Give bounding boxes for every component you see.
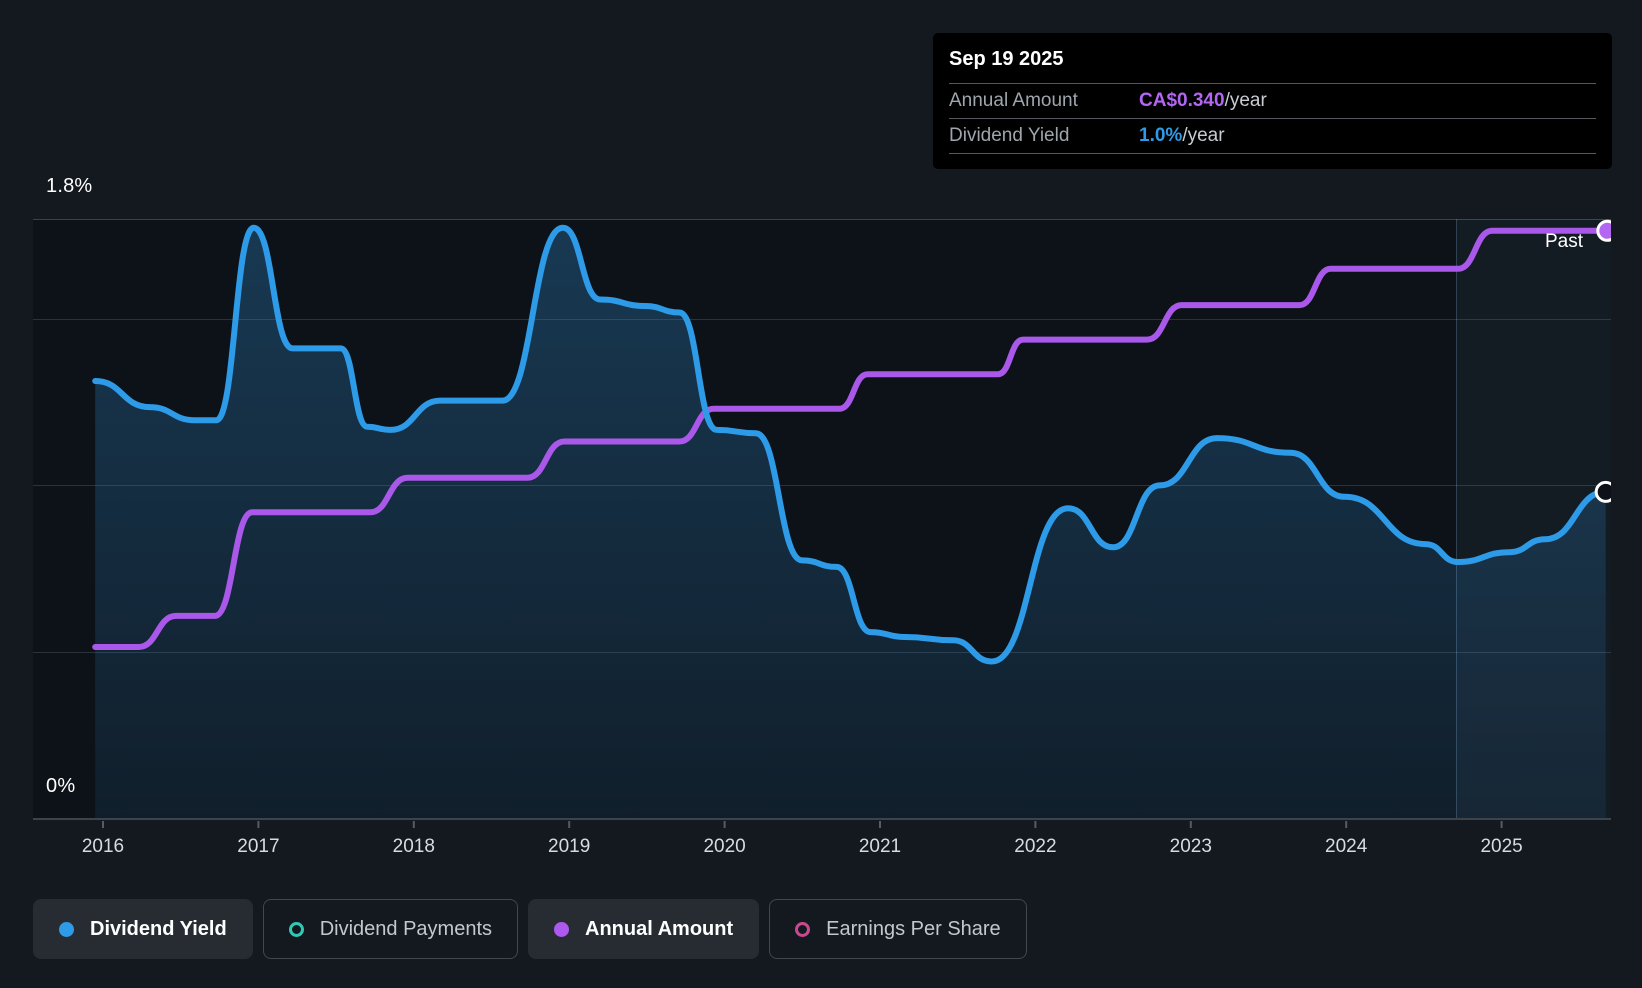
legend-label: Earnings Per Share xyxy=(826,917,1001,940)
x-axis-tick xyxy=(1189,821,1192,828)
legend-button-earnings-per-share[interactable]: Earnings Per Share xyxy=(769,899,1027,959)
legend-marker-ring xyxy=(288,921,304,937)
x-axis-tick xyxy=(412,821,415,828)
legend-label: Dividend Yield xyxy=(90,917,227,940)
tooltip-row-value: 1.0% xyxy=(1139,125,1183,146)
y-axis-min-label: 0% xyxy=(46,775,76,797)
annual-amount-endpoint-dot xyxy=(1596,219,1611,242)
x-axis-tick xyxy=(257,821,260,828)
x-tick-label-2018: 2018 xyxy=(392,836,435,857)
legend-label: Annual Amount xyxy=(585,917,734,940)
tooltip-divider xyxy=(949,153,1596,154)
tooltip-date: Sep 19 2025 xyxy=(949,48,1064,70)
dividend-yield-endpoint-dot xyxy=(1594,480,1611,503)
dividend-yield-line xyxy=(92,224,1609,665)
x-tick-label-2017: 2017 xyxy=(237,836,280,857)
chart-tooltip: Sep 19 2025 Annual Amount CA$0.340/year Di… xyxy=(933,33,1612,169)
legend-marker-dot xyxy=(554,921,570,937)
tooltip-row-value: CA$0.340 xyxy=(1139,90,1225,111)
tooltip-row-suffix: /year xyxy=(1182,125,1225,146)
tooltip-row-suffix: /year xyxy=(1224,90,1267,111)
legend-marker-ring xyxy=(795,921,811,937)
legend-label: Dividend Payments xyxy=(319,917,493,940)
tooltip-row-label: Dividend Yield xyxy=(949,125,1070,146)
tooltip-row-annual-amount: Annual Amount CA$0.340/year xyxy=(949,83,1596,118)
x-tick-label-2025: 2025 xyxy=(1480,836,1523,857)
x-axis-tick xyxy=(568,821,571,828)
x-axis-tick xyxy=(1034,821,1037,828)
tooltip-row-label: Annual Amount xyxy=(949,90,1078,111)
x-axis-tick xyxy=(1500,821,1503,828)
legend-button-dividend-yield[interactable]: Dividend Yield xyxy=(33,899,253,959)
x-axis-tick xyxy=(1345,821,1348,828)
x-tick-label-2016: 2016 xyxy=(81,836,125,857)
x-tick-label-2024: 2024 xyxy=(1325,836,1368,857)
x-tick-label-2023: 2023 xyxy=(1169,836,1212,857)
legend-button-annual-amount[interactable]: Annual Amount xyxy=(528,899,760,959)
dividend-yield-area xyxy=(95,227,1606,818)
x-axis-tick xyxy=(879,821,881,828)
x-axis-line xyxy=(33,818,1611,820)
x-tick-label-2021: 2021 xyxy=(858,836,902,857)
annual-amount-line xyxy=(92,227,1611,650)
past-region-label: Past xyxy=(1545,231,1584,252)
legend-marker-dot xyxy=(59,921,74,937)
legend-button-dividend-payments[interactable]: Dividend Payments xyxy=(262,899,519,959)
x-axis-tick xyxy=(102,821,104,828)
past-region-overlay xyxy=(1456,219,1611,818)
x-tick-label-2022: 2022 xyxy=(1014,836,1057,857)
x-tick-label-2020: 2020 xyxy=(703,836,746,857)
x-tick-label-2019: 2019 xyxy=(548,836,591,857)
y-axis-max-label: 1.8% xyxy=(46,175,93,197)
x-axis-tick xyxy=(723,821,726,828)
tooltip-row-dividend-yield: Dividend Yield 1.0%/year xyxy=(949,118,1596,153)
chart-legend: Dividend Yield Dividend Payments Annual Am… xyxy=(33,899,1027,959)
